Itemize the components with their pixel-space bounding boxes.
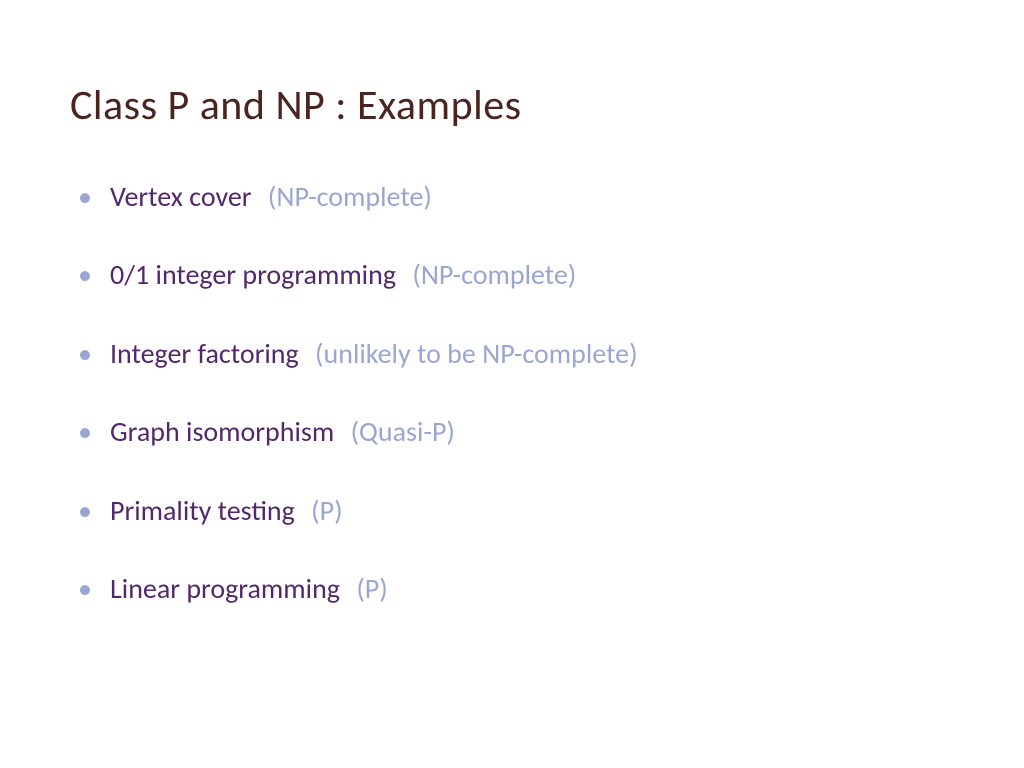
item-note: (NP-complete) (268, 179, 432, 214)
list-item: Linear programming (P) (110, 571, 954, 607)
list-item: Primality testing (P) (110, 493, 954, 529)
item-note: (unlikely to be NP-complete) (315, 336, 638, 371)
item-label: Linear programming (110, 571, 340, 606)
item-label: 0/1 integer programming (110, 257, 396, 292)
item-label: Primality testing (110, 493, 295, 528)
item-note: (NP-complete) (412, 257, 576, 292)
item-note: (P) (311, 493, 342, 528)
slide-title: Class P and NP : Examples (70, 80, 954, 131)
item-note: (Quasi-P) (351, 414, 455, 449)
slide: Class P and NP : Examples Vertex cover (… (0, 0, 1024, 768)
list-item: 0/1 integer programming (NP-complete) (110, 257, 954, 293)
list-item: Integer factoring (unlikely to be NP-com… (110, 336, 954, 372)
item-note: (P) (356, 571, 387, 606)
item-label: Integer factoring (110, 336, 299, 371)
item-label: Vertex cover (110, 179, 252, 214)
list-item: Graph isomorphism (Quasi-P) (110, 414, 954, 450)
item-label: Graph isomorphism (110, 414, 334, 449)
list-item: Vertex cover (NP-complete) (110, 179, 954, 215)
bullet-list: Vertex cover (NP-complete)0/1 integer pr… (70, 179, 954, 607)
